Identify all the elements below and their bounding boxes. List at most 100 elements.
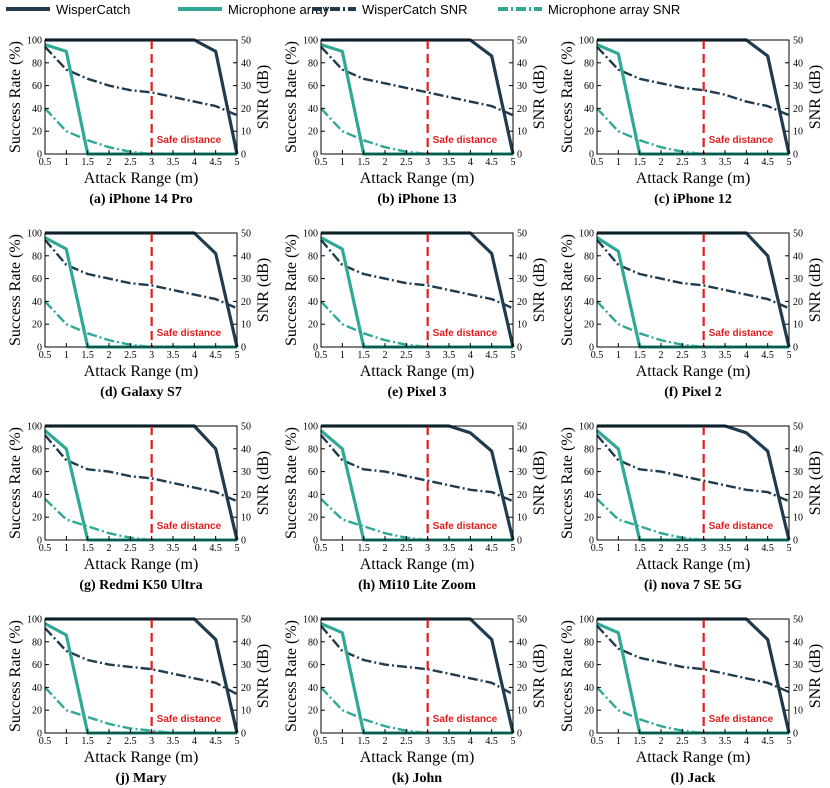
x-tick-label: 0.5 xyxy=(591,350,604,361)
y2-tick-label: 50 xyxy=(241,615,251,626)
y-tick-label: 60 xyxy=(32,467,42,478)
y2-tick-label: 40 xyxy=(241,444,251,455)
y-tick-label: 100 xyxy=(579,229,594,240)
legend-label: Microphone array SNR xyxy=(548,2,680,17)
y2-axis-title: SNR (dB) xyxy=(255,65,272,129)
y-axis-title: Success Rate (%) xyxy=(559,234,576,346)
x-tick-label: 0.5 xyxy=(315,157,328,168)
safe-distance-label: Safe distance xyxy=(709,328,774,339)
x-tick-label: 2.5 xyxy=(124,543,137,554)
y2-axis-title: SNR (dB) xyxy=(531,451,548,515)
y-tick-label: 100 xyxy=(27,615,42,626)
x-tick-label: 3.5 xyxy=(167,543,180,554)
y-tick-label: 100 xyxy=(303,422,318,433)
y2-tick-label: 10 xyxy=(793,127,803,138)
legend-item: Microphone array xyxy=(178,2,330,17)
y2-tick-label: 50 xyxy=(517,229,527,240)
safe-distance-label: Safe distance xyxy=(709,521,774,532)
x-tick-label: 2.5 xyxy=(124,350,137,361)
y2-tick-label: 20 xyxy=(793,297,803,308)
series-line xyxy=(596,434,790,503)
x-tick-label: 2 xyxy=(659,543,664,554)
y2-tick-label: 30 xyxy=(241,274,251,285)
y-tick-label: 80 xyxy=(32,444,42,455)
y2-axis-title: SNR (dB) xyxy=(807,65,824,129)
y2-tick-label: 50 xyxy=(793,615,803,626)
y2-tick-label: 10 xyxy=(241,127,251,138)
y-tick-label: 100 xyxy=(27,422,42,433)
x-tick-label: 2.5 xyxy=(676,736,689,747)
y-tick-label: 100 xyxy=(27,36,42,47)
x-tick-label: 2 xyxy=(383,736,388,747)
y2-tick-label: 20 xyxy=(793,490,803,501)
y2-tick-label: 20 xyxy=(517,104,527,115)
y-tick-label: 80 xyxy=(308,58,318,69)
safe-distance-label: Safe distance xyxy=(433,328,498,339)
legend-item: Microphone array SNR xyxy=(498,2,680,17)
x-tick-label: 2 xyxy=(383,350,388,361)
y-tick-label: 80 xyxy=(32,58,42,69)
y2-tick-label: 30 xyxy=(517,467,527,478)
x-tick-label: 3.5 xyxy=(719,350,732,361)
y-tick-label: 80 xyxy=(308,637,318,648)
y-axis-title: Success Rate (%) xyxy=(7,620,24,732)
y-axis-title: Success Rate (%) xyxy=(559,427,576,539)
x-tick-label: 4 xyxy=(468,350,473,361)
x-tick-label: 3 xyxy=(425,350,430,361)
x-tick-label: 4.5 xyxy=(209,736,222,747)
series-line xyxy=(44,300,237,349)
y2-tick-label: 10 xyxy=(517,320,527,331)
x-tick-label: 3 xyxy=(701,157,706,168)
y2-tick-label: 30 xyxy=(517,274,527,285)
x-tick-label: 1 xyxy=(616,736,621,747)
x-tick-label: 4.5 xyxy=(485,736,498,747)
y2-tick-label: 50 xyxy=(241,422,251,433)
y2-tick-label: 40 xyxy=(241,251,251,262)
x-tick-label: 1.5 xyxy=(633,350,646,361)
x-tick-label: 1.5 xyxy=(357,736,370,747)
x-tick-label: 5 xyxy=(235,350,240,361)
series-line xyxy=(596,45,790,117)
y-tick-label: 80 xyxy=(584,58,594,69)
y2-tick-label: 40 xyxy=(793,251,803,262)
y-tick-label: 0 xyxy=(313,343,318,354)
x-tick-label: 4.5 xyxy=(485,350,498,361)
y-tick-label: 0 xyxy=(37,343,42,354)
safe-distance-label: Safe distance xyxy=(157,714,222,725)
y2-tick-label: 0 xyxy=(241,343,246,354)
x-tick-label: 2 xyxy=(659,157,664,168)
y-tick-label: 100 xyxy=(579,36,594,47)
x-axis-title: Attack Range (m) xyxy=(360,556,475,573)
x-tick-label: 4 xyxy=(468,736,473,747)
legend-label: WisperCatch SNR xyxy=(362,2,467,17)
x-axis-title: Attack Range (m) xyxy=(636,170,751,187)
safe-distance-label: Safe distance xyxy=(709,714,774,725)
series-line xyxy=(44,627,238,696)
y-tick-label: 100 xyxy=(303,615,318,626)
x-tick-label: 3.5 xyxy=(443,157,456,168)
y2-tick-label: 50 xyxy=(517,422,527,433)
series-line xyxy=(596,498,789,542)
x-tick-label: 1 xyxy=(64,543,69,554)
x-tick-label: 1.5 xyxy=(357,157,370,168)
x-tick-label: 1.5 xyxy=(633,157,646,168)
y-tick-label: 80 xyxy=(32,251,42,262)
y-tick-label: 0 xyxy=(37,729,42,740)
plot-frame xyxy=(320,425,514,541)
y2-tick-label: 30 xyxy=(793,81,803,92)
y2-tick-label: 30 xyxy=(793,274,803,285)
y2-axis-title: SNR (dB) xyxy=(531,65,548,129)
y-tick-label: 40 xyxy=(32,104,42,115)
x-tick-label: 3 xyxy=(701,350,706,361)
y-tick-label: 40 xyxy=(32,490,42,501)
y2-tick-label: 40 xyxy=(793,444,803,455)
x-tick-label: 2 xyxy=(107,543,112,554)
x-tick-label: 2 xyxy=(383,543,388,554)
y-tick-label: 40 xyxy=(308,297,318,308)
plot-frame xyxy=(44,39,238,155)
